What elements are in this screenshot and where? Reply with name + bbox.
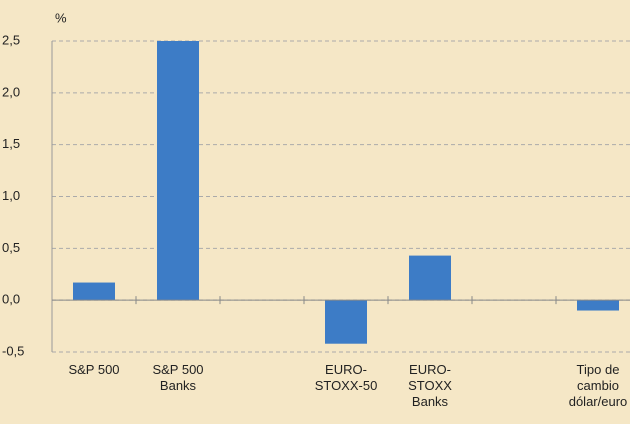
x-tick-label: EURO-STOXX Banks — [408, 362, 452, 409]
bar — [325, 300, 367, 344]
x-tick-label: S&P 500 Banks — [152, 362, 204, 393]
y-tick-label: 0,0 — [2, 292, 20, 307]
bar — [577, 300, 619, 311]
bar — [157, 41, 199, 301]
y-tick-label: -0,5 — [2, 343, 24, 358]
x-tick-label: Tipo de cambio dólar/euro — [568, 362, 628, 409]
y-tick-label: 0,5 — [2, 240, 20, 255]
y-tick-label: 2,0 — [2, 84, 20, 99]
y-axis-label: % — [55, 10, 67, 25]
x-tick-label: EURO-STOXX-50 — [314, 362, 378, 393]
y-tick-label: 1,0 — [2, 188, 20, 203]
y-tick-label: 1,5 — [2, 136, 20, 151]
bar — [73, 282, 115, 301]
y-tick-label: 2,5 — [2, 32, 20, 47]
x-tick-label: S&P 500 — [68, 362, 120, 377]
bar — [409, 255, 451, 301]
